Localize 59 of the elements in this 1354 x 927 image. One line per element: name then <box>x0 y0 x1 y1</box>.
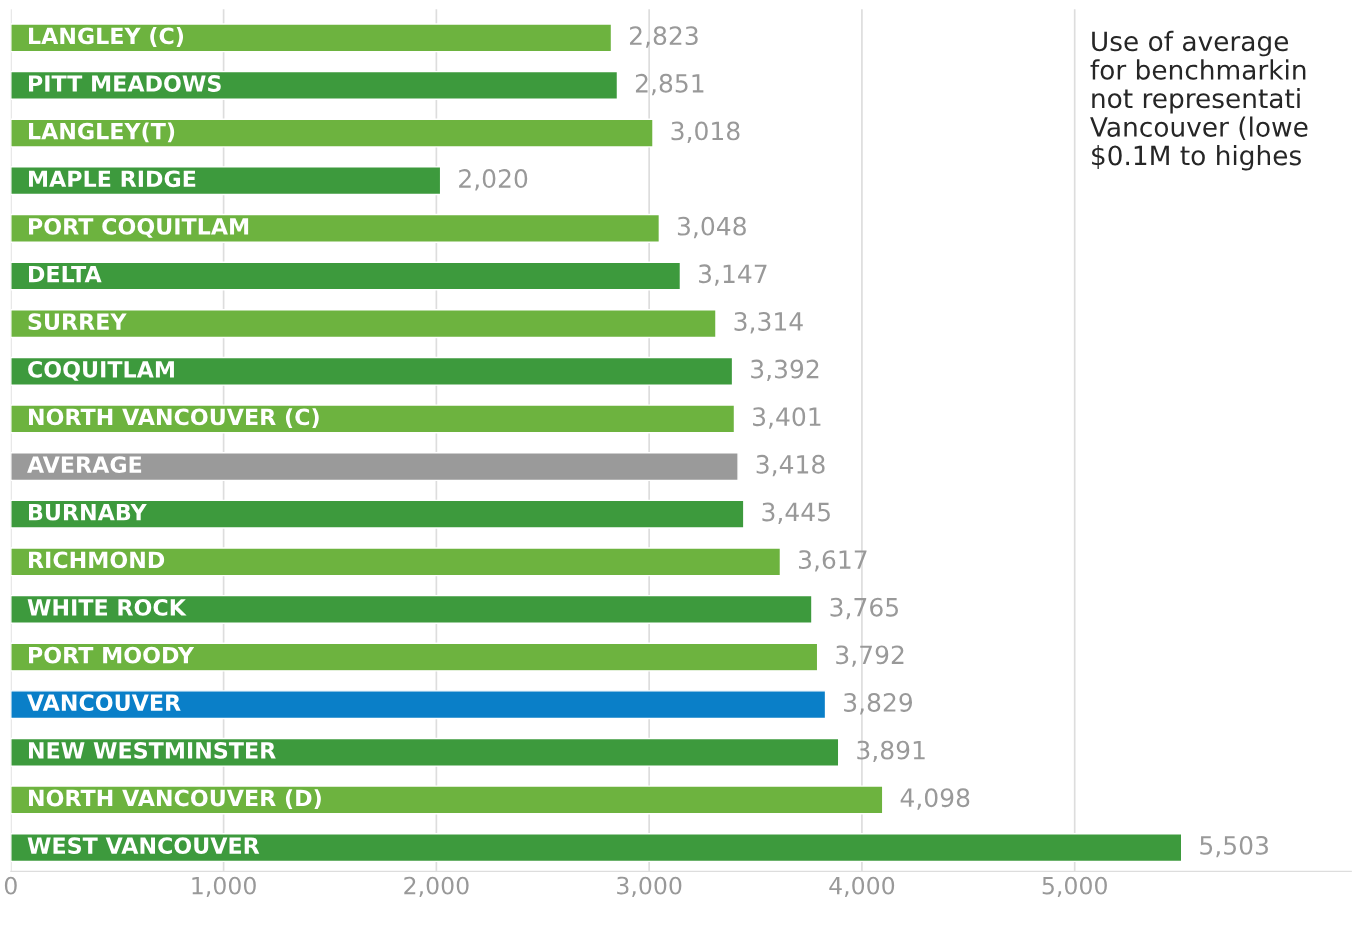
y-tick-label: MAPLE RIDGE <box>28 170 196 188</box>
data-label: 3,147 <box>699 264 767 286</box>
data-label: 5,503 <box>1200 835 1268 858</box>
data-label: 3,445 <box>762 502 830 524</box>
bar <box>10 785 884 815</box>
annotation: Use of average for benchmarkin not representati Vancouver (lowe $0.1M to highes <box>1090 30 1308 171</box>
data-label: 3,314 <box>734 311 803 334</box>
x-tick-label: 4,000 <box>829 876 895 897</box>
x-tick-label: 2,000 <box>404 876 469 897</box>
bar <box>10 642 819 672</box>
bar <box>10 23 613 53</box>
x-tick-label: 1,000 <box>192 876 256 897</box>
x-tick-label: 0 <box>4 876 17 895</box>
bar <box>10 690 827 720</box>
data-label: 3,401 <box>753 407 821 429</box>
bar <box>10 737 840 767</box>
data-label: 3,792 <box>836 645 904 667</box>
data-label: 2,823 <box>629 26 698 48</box>
data-label: 3,018 <box>671 121 740 143</box>
bar <box>10 594 813 624</box>
data-label: 3,418 <box>756 454 825 477</box>
y-tick-label: COQUITLAM <box>28 360 174 381</box>
y-tick-label: PORT COQUITLAM <box>28 218 249 238</box>
y-tick-label: VANCOUVER <box>27 694 181 712</box>
y-tick-label: NEW WESTMINSTER <box>28 741 276 759</box>
data-label: 3,048 <box>677 216 746 239</box>
data-label: 3,891 <box>857 740 925 763</box>
y-tick-label: SURREY <box>28 313 127 331</box>
data-label: 2,020 <box>459 169 528 191</box>
bar <box>10 452 739 482</box>
data-label: 4,098 <box>900 788 970 810</box>
y-tick-label: PITT MEADOWS <box>28 75 221 92</box>
y-tick-label: NORTH VANCOUVER (C) <box>28 408 319 428</box>
bar <box>10 499 745 529</box>
y-tick-label: AVERAGE <box>27 456 142 473</box>
data-label: 3,765 <box>830 597 898 620</box>
x-tick-label: 5,000 <box>1042 876 1107 897</box>
bar <box>10 261 682 291</box>
y-tick-label: BURNABY <box>28 504 147 521</box>
bar <box>10 309 717 339</box>
y-tick-label: LANGLEY(T) <box>28 122 175 143</box>
y-tick-label: PORT MOODY <box>28 646 195 664</box>
data-label: 3,392 <box>751 359 819 382</box>
data-label: 3,829 <box>844 693 913 715</box>
y-tick-label: LANGLEY (C) <box>28 27 184 47</box>
y-tick-label: NORTH VANCOUVER (D) <box>28 789 321 809</box>
bar <box>10 213 661 243</box>
data-label: 3,617 <box>799 550 867 572</box>
bar <box>10 118 654 148</box>
bar <box>10 547 782 577</box>
bar <box>10 356 734 386</box>
y-tick-label: WEST VANCOUVER <box>27 837 260 855</box>
data-label: 2,851 <box>635 73 704 96</box>
y-tick-label: WHITE ROCK <box>27 599 187 616</box>
bar <box>10 833 1183 863</box>
y-tick-label: DELTA <box>28 265 102 283</box>
y-tick-label: RICHMOND <box>28 551 165 569</box>
x-tick-label: 3,000 <box>617 876 682 897</box>
bar <box>10 70 619 100</box>
